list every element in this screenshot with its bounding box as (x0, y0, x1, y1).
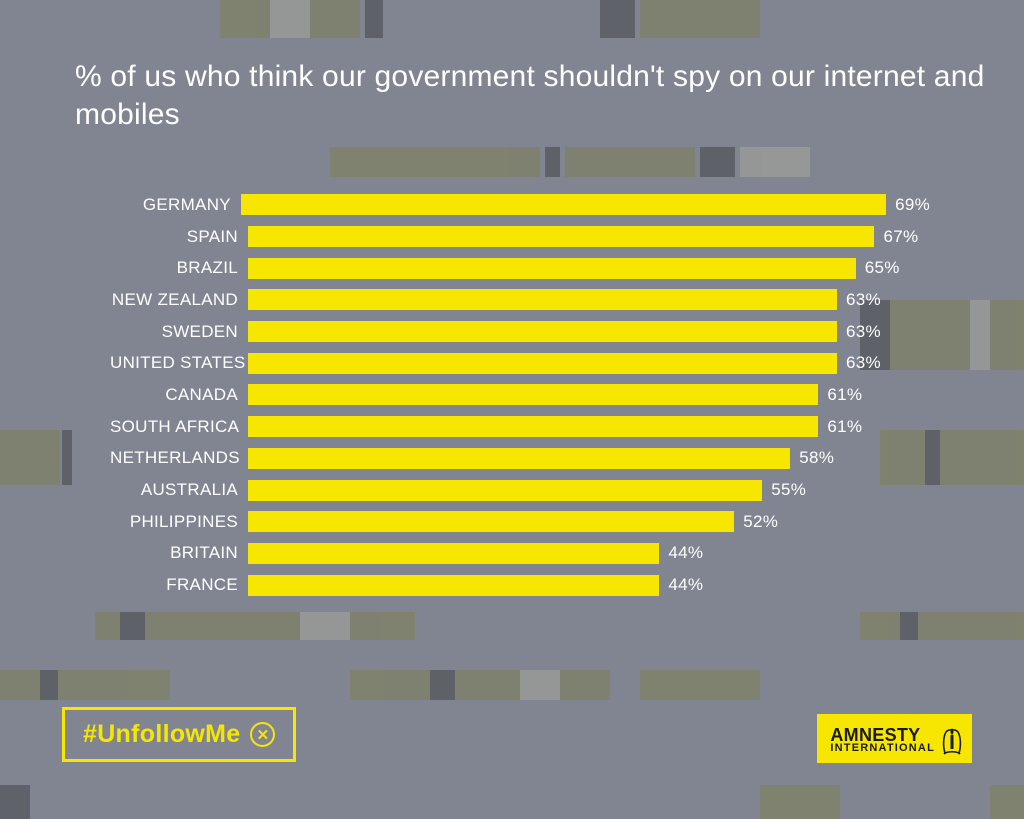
bar (248, 511, 734, 532)
pct-label: 44% (668, 543, 703, 563)
country-label: SPAIN (110, 227, 248, 247)
chart-title: % of us who think our government shouldn… (75, 58, 1024, 135)
bar (248, 416, 818, 437)
pct-label: 63% (846, 290, 881, 310)
cross-glyph: ✕ (257, 726, 270, 744)
infographic-canvas: % of us who think our government shouldn… (0, 0, 1024, 819)
country-label: NEW ZEALAND (110, 290, 248, 310)
hashtag-badge: #UnfollowMe ✕ (62, 707, 296, 762)
amnesty-line1: AMNESTY (830, 727, 935, 744)
bar-row: NEW ZEALAND 63% (110, 284, 930, 316)
hashtag-text: #UnfollowMe (83, 720, 240, 749)
bar (248, 384, 818, 405)
country-label: SOUTH AFRICA (110, 417, 248, 437)
bar-row: AUSTRALIA 55% (110, 474, 930, 506)
country-label: NETHERLANDS (110, 448, 248, 468)
cross-icon: ✕ (250, 722, 275, 747)
pct-label: 52% (743, 512, 778, 532)
country-label: AUSTRALIA (110, 480, 248, 500)
bar-row: SPAIN 67% (110, 221, 930, 253)
bar-row: SOUTH AFRICA 61% (110, 411, 930, 443)
bar-row: NETHERLANDS 58% (110, 443, 930, 475)
bar-row: GERMANY 69% (110, 189, 930, 221)
country-label: GERMANY (110, 195, 241, 215)
candle-icon (941, 724, 963, 756)
country-label: CANADA (110, 385, 248, 405)
bar (248, 480, 762, 501)
pct-label: 63% (846, 353, 881, 373)
pct-label: 44% (668, 575, 703, 595)
bar-row: UNITED STATES 63% (110, 347, 930, 379)
pct-label: 58% (799, 448, 834, 468)
bar-row: FRANCE 44% (110, 569, 930, 601)
bar-row: CANADA 61% (110, 379, 930, 411)
country-label: BRAZIL (110, 258, 248, 278)
bar (248, 543, 659, 564)
pct-label: 63% (846, 322, 881, 342)
bar (248, 448, 790, 469)
amnesty-logo: AMNESTY INTERNATIONAL (817, 714, 972, 763)
pct-label: 69% (895, 195, 930, 215)
bar-row: BRAZIL 65% (110, 252, 930, 284)
bar (248, 321, 837, 342)
country-label: FRANCE (110, 575, 248, 595)
country-label: BRITAIN (110, 543, 248, 563)
bar (241, 194, 886, 215)
bar (248, 353, 837, 374)
bar-row: BRITAIN 44% (110, 538, 930, 570)
bar (248, 575, 659, 596)
pct-label: 61% (827, 417, 862, 437)
bar-row: SWEDEN 63% (110, 316, 930, 348)
amnesty-line2: INTERNATIONAL (830, 743, 935, 753)
bar (248, 226, 874, 247)
country-label: UNITED STATES (110, 353, 248, 373)
bar (248, 289, 837, 310)
pct-label: 55% (771, 480, 806, 500)
pct-label: 65% (865, 258, 900, 278)
bar-row: PHILIPPINES 52% (110, 506, 930, 538)
country-label: PHILIPPINES (110, 512, 248, 532)
country-label: SWEDEN (110, 322, 248, 342)
bar (248, 258, 856, 279)
amnesty-logo-text: AMNESTY INTERNATIONAL (830, 727, 935, 754)
pct-label: 67% (883, 227, 918, 247)
bar-chart: GERMANY 69% SPAIN 67% BRAZIL 65% NEW ZEALAND 63… (110, 189, 930, 601)
pct-label: 61% (827, 385, 862, 405)
